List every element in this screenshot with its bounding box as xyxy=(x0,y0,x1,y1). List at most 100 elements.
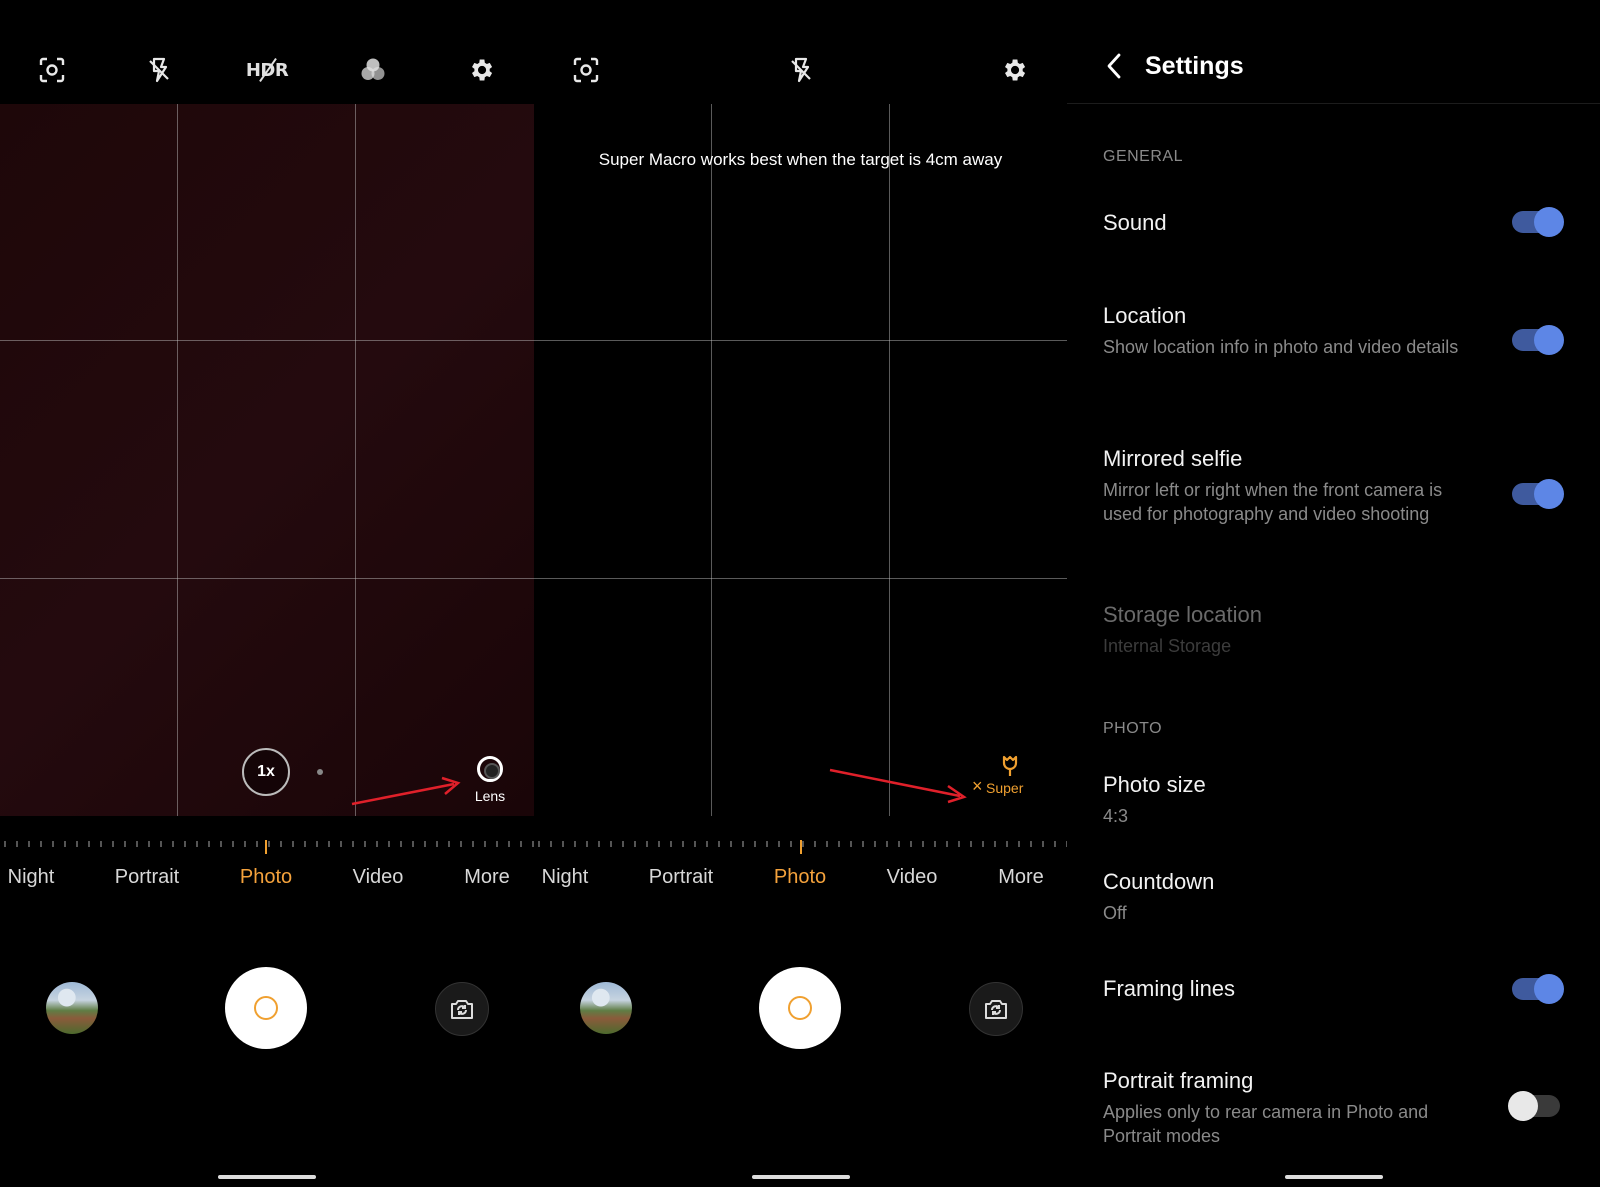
setting-title: Sound xyxy=(1103,210,1167,235)
settings-gear-icon[interactable] xyxy=(998,54,1030,86)
annotation-arrow xyxy=(351,776,461,806)
mode-night[interactable]: Night xyxy=(7,866,55,888)
mode-ruler xyxy=(0,838,534,850)
mode-ruler-marker xyxy=(265,840,267,854)
shutter-button[interactable] xyxy=(225,967,307,1049)
grid-line xyxy=(711,104,712,816)
gallery-thumbnail[interactable] xyxy=(580,982,632,1034)
setting-subtitle: Show location info in photo and video de… xyxy=(1103,337,1459,357)
setting-title: Photo size xyxy=(1103,772,1206,797)
hdr-label: HDR xyxy=(245,59,289,81)
settings-gear-icon[interactable] xyxy=(465,54,497,86)
viewfinder[interactable]: 1x Lens xyxy=(0,104,534,816)
setting-photo-size[interactable]: Photo size 4:3 xyxy=(1103,772,1564,828)
setting-title: Framing lines xyxy=(1103,976,1236,1001)
switch-camera-button[interactable] xyxy=(969,982,1023,1036)
setting-sound[interactable]: Sound xyxy=(1103,210,1564,236)
lens-icon xyxy=(477,756,503,782)
grid-line xyxy=(889,104,890,816)
annotation-arrow xyxy=(829,768,967,804)
sound-toggle[interactable] xyxy=(1512,207,1564,237)
mode-more[interactable]: More xyxy=(998,866,1044,888)
filter-icon[interactable] xyxy=(357,54,389,86)
face-detect-icon[interactable] xyxy=(36,54,68,86)
flash-off-icon[interactable] xyxy=(785,54,817,86)
mirrored-selfie-toggle[interactable] xyxy=(1512,479,1564,509)
zoom-button[interactable]: 1x xyxy=(242,748,290,796)
home-indicator[interactable] xyxy=(218,1175,316,1179)
location-toggle[interactable] xyxy=(1512,325,1564,355)
setting-title: Location xyxy=(1103,303,1187,328)
setting-mirrored-selfie[interactable]: Mirrored selfie Mirror left or right whe… xyxy=(1103,446,1564,526)
grid-line xyxy=(0,578,534,579)
zoom-level-dot[interactable] xyxy=(317,769,323,775)
macro-hint-text: Super Macro works best when the target i… xyxy=(598,150,1003,169)
setting-subtitle: Internal Storage xyxy=(1103,636,1232,656)
macro-label: Super xyxy=(986,780,1024,796)
home-indicator[interactable] xyxy=(751,1175,850,1179)
mode-photo[interactable]: Photo xyxy=(773,866,827,888)
grid-line xyxy=(177,104,178,816)
section-general: GENERAL xyxy=(1103,148,1183,165)
setting-countdown[interactable]: Countdown Off xyxy=(1103,869,1564,925)
grid-line xyxy=(0,340,534,341)
mode-portrait[interactable]: Portrait xyxy=(114,866,180,888)
mode-photo[interactable]: Photo xyxy=(239,866,293,888)
toggle-knob xyxy=(1508,1091,1538,1121)
lens-button[interactable]: Lens xyxy=(465,756,515,804)
setting-portrait-framing[interactable]: Portrait framing Applies only to rear ca… xyxy=(1103,1068,1564,1148)
camera-panel-macro: Super Macro works best when the target i… xyxy=(534,0,1067,1187)
shutter-button[interactable] xyxy=(759,967,841,1049)
portrait-framing-toggle[interactable] xyxy=(1508,1091,1560,1121)
setting-subtitle: 4:3 xyxy=(1103,806,1129,826)
macro-close-icon[interactable]: × xyxy=(972,776,983,796)
back-arrow-icon[interactable] xyxy=(1103,52,1127,80)
gallery-thumbnail[interactable] xyxy=(46,982,98,1034)
camera-panel-lens: HDR 1x Lens Night Portrait Photo Video M… xyxy=(0,0,534,1187)
switch-camera-icon xyxy=(451,1000,473,1019)
setting-subtitle: Mirror left or right when the front came… xyxy=(1103,480,1443,524)
grid-line xyxy=(534,340,1067,341)
face-detect-icon[interactable] xyxy=(570,54,602,86)
mode-ruler-marker xyxy=(800,840,802,854)
toggle-knob xyxy=(1534,479,1564,509)
setting-title: Countdown xyxy=(1103,869,1215,894)
camera-top-toolbar: HDR xyxy=(0,0,534,104)
flash-off-icon[interactable] xyxy=(143,54,175,86)
toggle-knob xyxy=(1534,974,1564,1004)
viewfinder[interactable]: Super Macro works best when the target i… xyxy=(534,104,1067,816)
camera-top-toolbar xyxy=(534,0,1067,104)
toggle-knob xyxy=(1534,325,1564,355)
setting-title: Storage location xyxy=(1103,602,1262,627)
toggle-knob xyxy=(1534,207,1564,237)
macro-flower-icon xyxy=(1002,755,1018,776)
mode-video[interactable]: Video xyxy=(352,866,404,888)
mode-more[interactable]: More xyxy=(464,866,510,888)
mode-night[interactable]: Night xyxy=(541,866,589,888)
settings-header: Settings xyxy=(1067,0,1600,104)
switch-camera-icon xyxy=(985,1000,1007,1019)
section-photo: PHOTO xyxy=(1103,720,1163,737)
setting-title: Mirrored selfie xyxy=(1103,446,1243,471)
setting-subtitle: Applies only to rear camera in Photo and… xyxy=(1103,1102,1429,1146)
setting-storage-location: Storage location Internal Storage xyxy=(1103,602,1564,658)
mode-selector: Night Portrait Photo Video More xyxy=(0,866,534,896)
shutter-ring xyxy=(788,996,812,1020)
home-indicator[interactable] xyxy=(1284,1175,1383,1179)
setting-title: Portrait framing xyxy=(1103,1068,1254,1093)
switch-camera-button[interactable] xyxy=(435,982,489,1036)
setting-framing-lines[interactable]: Framing lines xyxy=(1103,976,1564,1002)
framing-lines-toggle[interactable] xyxy=(1512,974,1564,1004)
page-title: Settings xyxy=(1145,52,1244,80)
mode-selector: Night Portrait Photo Video More xyxy=(534,866,1067,896)
shutter-ring xyxy=(254,996,278,1020)
settings-panel: Settings GENERAL Sound Location Show loc… xyxy=(1067,0,1600,1187)
hdr-off-icon[interactable]: HDR xyxy=(245,54,289,86)
grid-line xyxy=(355,104,356,816)
lens-label: Lens xyxy=(474,788,506,804)
mode-portrait[interactable]: Portrait xyxy=(648,866,714,888)
setting-location[interactable]: Location Show location info in photo and… xyxy=(1103,303,1564,359)
grid-line xyxy=(534,578,1067,579)
mode-video[interactable]: Video xyxy=(886,866,938,888)
setting-subtitle: Off xyxy=(1103,903,1127,923)
